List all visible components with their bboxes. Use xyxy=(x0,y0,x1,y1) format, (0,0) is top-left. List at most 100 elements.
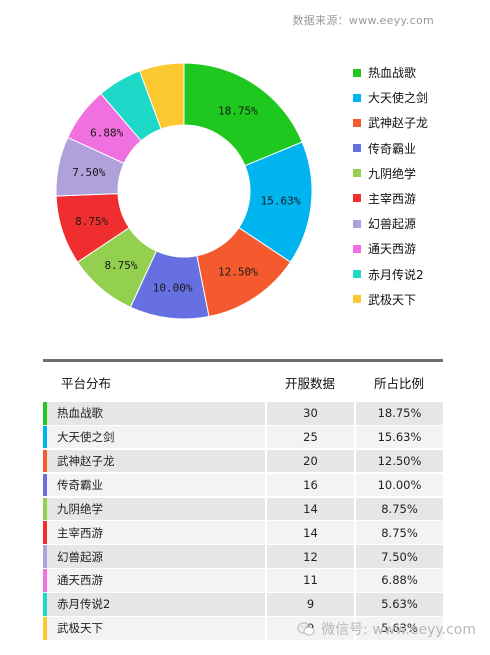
header-ratio: 所占比例 xyxy=(373,375,424,391)
cell-ratio: 15.63% xyxy=(356,425,443,449)
legend-item: 大天使之剑 xyxy=(353,89,428,106)
cell-ratio: 7.50% xyxy=(356,545,443,568)
watermark: 微信号: www.eeyy.com xyxy=(297,619,476,639)
legend-swatch xyxy=(353,93,361,102)
data-table: 平台分布 开服数据 所占比例 热血战歌 30 18.75% 大天使之剑 25 15.63%… xyxy=(43,359,443,641)
cell-platform: 热血战歌 xyxy=(47,402,265,425)
legend-label: 大天使之剑 xyxy=(368,91,429,106)
cell-count: 11 xyxy=(267,569,354,592)
row-color-marker xyxy=(43,497,47,521)
legend-swatch xyxy=(353,144,361,153)
cell-ratio: 5.63% xyxy=(356,593,443,616)
table-body: 热血战歌 30 18.75% 大天使之剑 25 15.63% 武神赵子龙 20 12.50% 传奇… xyxy=(43,402,443,640)
row-color-marker xyxy=(43,617,47,640)
slice-label-8: 6.88% xyxy=(90,126,123,139)
legend-item: 武神赵子龙 xyxy=(353,114,428,131)
cell-count: 16 xyxy=(267,473,354,497)
slice-label-1: 18.75% xyxy=(218,104,258,117)
cell-ratio: 18.75% xyxy=(356,402,443,425)
cell-count: 20 xyxy=(267,449,354,473)
cell-platform: 主宰西游 xyxy=(47,521,265,544)
header-count: 开服数据 xyxy=(284,375,335,391)
cell-count: 14 xyxy=(267,521,354,544)
row-color-marker xyxy=(43,425,47,449)
cell-platform: 幻兽起源 xyxy=(47,545,265,568)
cell-platform: 传奇霸业 xyxy=(47,473,265,497)
legend-item: 幻兽起源 xyxy=(353,215,428,232)
slice-label-7: 7.50% xyxy=(72,166,105,179)
cell-count: 25 xyxy=(267,425,354,449)
cell-count: 12 xyxy=(267,545,354,568)
table-row: 热血战歌 30 18.75% xyxy=(43,402,443,425)
row-color-marker xyxy=(43,521,47,544)
legend-label: 武神赵子龙 xyxy=(368,116,429,131)
cell-ratio: 8.75% xyxy=(356,497,443,521)
cell-platform: 大天使之剑 xyxy=(47,425,265,449)
legend-item: 热血战歌 xyxy=(353,64,428,81)
legend-swatch xyxy=(353,194,361,203)
legend-swatch xyxy=(353,169,361,178)
table-row: 赤月传说2 9 5.63% xyxy=(43,593,443,616)
table-row: 通天西游 11 6.88% xyxy=(43,569,443,592)
cell-platform: 武神赵子龙 xyxy=(47,449,265,473)
row-color-marker xyxy=(43,569,47,592)
chart-legend: 热血战歌大天使之剑武神赵子龙传奇霸业九阴绝学主宰西游幻兽起源通天西游赤月传说2 武… xyxy=(353,64,428,316)
donut-chart: 18.75% 15.63% 12.50% 10.00% 8.75% 8.75% 7.50% 6… xyxy=(55,62,313,320)
legend-item: 通天西游 xyxy=(353,240,428,257)
legend-swatch xyxy=(353,118,361,127)
cell-platform: 九阴绝学 xyxy=(47,497,265,521)
legend-label: 赤月传说2 xyxy=(368,267,424,282)
table-header: 平台分布 开服数据 所占比例 xyxy=(43,362,443,402)
legend-label: 热血战歌 xyxy=(368,66,417,80)
row-color-marker xyxy=(43,545,47,568)
table-row: 主宰西游 14 8.75% xyxy=(43,521,443,544)
table-top-rule xyxy=(43,359,443,362)
legend-item: 武极天下 xyxy=(353,291,428,308)
legend-item: 传奇霸业 xyxy=(353,140,428,157)
slice-label-2: 15.63% xyxy=(261,195,301,208)
legend-label: 武极天下 xyxy=(368,292,417,307)
legend-label: 传奇霸业 xyxy=(368,141,417,156)
table-row: 九阴绝学 14 8.75% xyxy=(43,497,443,521)
slice-10 xyxy=(139,62,185,130)
cell-ratio: 10.00% xyxy=(356,473,443,497)
wechat-icon xyxy=(297,622,315,636)
legend-item: 九阴绝学 xyxy=(353,165,428,182)
legend-swatch xyxy=(353,219,361,228)
slice-label-6: 8.75% xyxy=(75,215,108,228)
data-source: 数据来源：www.eeyy.com xyxy=(292,14,434,27)
cell-count: 14 xyxy=(267,497,354,521)
row-color-marker xyxy=(43,449,47,473)
legend-label: 九阴绝学 xyxy=(368,166,417,181)
slice-label-3: 12.50% xyxy=(218,266,258,279)
table-row: 武极天下95.63% xyxy=(43,617,443,640)
legend-swatch xyxy=(353,295,361,304)
row-color-marker xyxy=(43,593,47,616)
legend-item: 主宰西游 xyxy=(353,190,428,207)
table-row: 幻兽起源 12 7.50% xyxy=(43,545,443,568)
table-row: 大天使之剑 25 15.63% xyxy=(43,425,443,449)
cell-ratio: 5.63% xyxy=(356,617,443,640)
legend-swatch xyxy=(353,244,361,253)
cell-count: 9 xyxy=(267,593,354,616)
legend-swatch xyxy=(353,270,361,278)
cell-ratio: 8.75% xyxy=(356,521,443,544)
cell-ratio: 12.50% xyxy=(356,449,443,473)
row-color-marker xyxy=(43,402,47,425)
legend-swatch xyxy=(353,68,361,77)
row-color-marker xyxy=(43,473,47,497)
legend-label: 幻兽起源 xyxy=(368,217,417,232)
legend-label: 通天西游 xyxy=(368,242,417,257)
header-platform: 平台分布 xyxy=(61,375,112,391)
cell-ratio: 6.88% xyxy=(356,569,443,592)
slice-label-5: 8.75% xyxy=(104,259,137,272)
cell-count: 30 xyxy=(267,402,354,425)
table-row: 传奇霸业 16 10.00% xyxy=(43,473,443,497)
watermark-text: 微信号: www.eeyy.com xyxy=(321,622,476,638)
legend-item: 赤月传说2 xyxy=(353,266,428,283)
cell-platform: 通天西游 xyxy=(47,569,265,592)
slice-label-4: 10.00% xyxy=(153,281,193,294)
cell-platform: 赤月传说2 xyxy=(47,593,265,616)
cell-platform: 武极天下 xyxy=(47,617,265,640)
table-row: 武神赵子龙 20 12.50% xyxy=(43,449,443,473)
